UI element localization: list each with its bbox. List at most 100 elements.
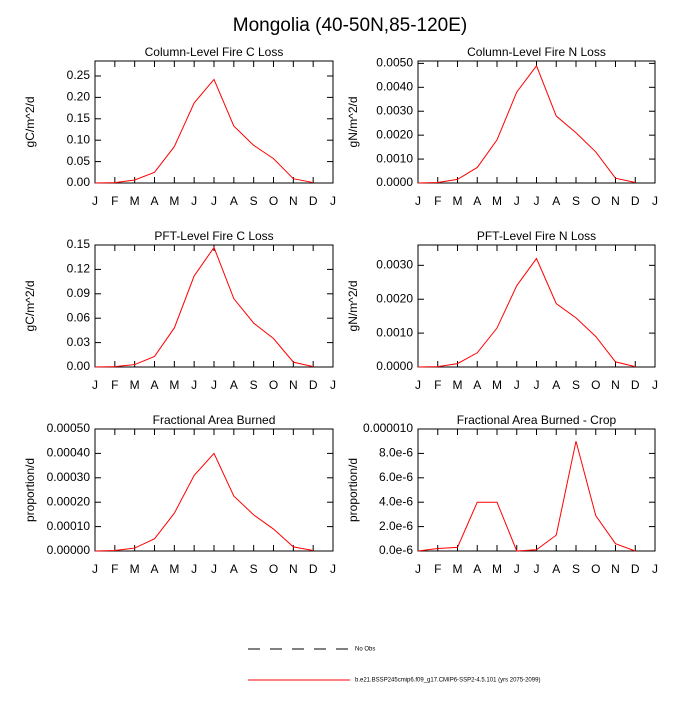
x-tick-label: J bbox=[191, 378, 197, 392]
x-tick-label: F bbox=[434, 562, 441, 576]
x-tick-label: A bbox=[150, 378, 158, 392]
x-tick-label: N bbox=[289, 378, 298, 392]
y-tick-label: 0.0050 bbox=[376, 56, 413, 70]
x-tick-label: J bbox=[191, 194, 197, 208]
plot-frame bbox=[94, 428, 334, 552]
y-tick-label: 0.0040 bbox=[376, 79, 413, 93]
x-tick-label: A bbox=[230, 194, 238, 208]
x-tick-label: M bbox=[453, 378, 463, 392]
x-tick-label: J bbox=[534, 562, 540, 576]
panel-title: Column-Level Fire N Loss bbox=[467, 45, 606, 59]
y-tick-label: 0.0e-6 bbox=[379, 543, 413, 557]
y-tick-label: 0.0000 bbox=[376, 175, 413, 189]
x-tick-label: A bbox=[473, 378, 481, 392]
panel-title: PFT-Level Fire C Loss bbox=[154, 229, 273, 243]
y-tick-label: 0.0030 bbox=[376, 103, 413, 117]
x-tick-label: S bbox=[250, 194, 258, 208]
x-tick-label: J bbox=[514, 562, 520, 576]
y-tick-label: 0.00010 bbox=[47, 519, 91, 533]
plot-frame bbox=[417, 244, 656, 368]
x-tick-label: J bbox=[92, 194, 98, 208]
y-tick-label: 0.10 bbox=[67, 132, 91, 146]
x-tick-label: A bbox=[473, 562, 481, 576]
x-tick-label: M bbox=[169, 562, 179, 576]
plot-frame bbox=[417, 60, 656, 184]
legend-label: b.e21.BSSP245cmip6.f09_g17.CMIP6-SSP2-4.… bbox=[355, 678, 540, 684]
y-tick-label: 0.12 bbox=[67, 262, 91, 276]
x-tick-label: J bbox=[514, 378, 520, 392]
x-tick-label: S bbox=[250, 378, 258, 392]
x-tick-label: J bbox=[211, 562, 217, 576]
y-axis-label: gC/m^2/d bbox=[23, 281, 37, 332]
legend-label: No Obs bbox=[355, 647, 375, 653]
x-tick-label: A bbox=[552, 378, 560, 392]
data-line bbox=[94, 246, 314, 368]
y-axis-label: gC/m^2/d bbox=[23, 97, 37, 148]
x-tick-label: J bbox=[330, 194, 336, 208]
panel-title: PFT-Level Fire N Loss bbox=[477, 229, 596, 243]
y-tick-label: 0.0020 bbox=[376, 291, 413, 305]
data-line bbox=[417, 257, 636, 368]
x-tick-label: A bbox=[552, 194, 560, 208]
x-tick-label: M bbox=[130, 562, 140, 576]
x-tick-label: F bbox=[111, 562, 118, 576]
x-tick-label: J bbox=[415, 562, 421, 576]
x-tick-label: N bbox=[611, 562, 620, 576]
x-tick-label: S bbox=[250, 562, 258, 576]
x-tick-label: A bbox=[230, 562, 238, 576]
y-axis-label: gN/m^2/d bbox=[346, 97, 360, 148]
x-tick-label: O bbox=[591, 562, 600, 576]
panel-title: Fractional Area Burned bbox=[153, 413, 276, 427]
x-tick-label: M bbox=[453, 194, 463, 208]
y-tick-label: 8.0e-6 bbox=[379, 446, 413, 460]
x-tick-label: J bbox=[652, 194, 658, 208]
x-tick-label: A bbox=[150, 194, 158, 208]
y-tick-label: 2.0e-6 bbox=[379, 519, 413, 533]
y-tick-label: 0.0010 bbox=[376, 151, 413, 165]
x-tick-label: O bbox=[591, 378, 600, 392]
x-tick-label: F bbox=[111, 194, 118, 208]
x-tick-label: D bbox=[631, 562, 640, 576]
x-tick-label: J bbox=[415, 194, 421, 208]
y-tick-label: 0.05 bbox=[67, 154, 91, 168]
x-tick-label: N bbox=[611, 194, 620, 208]
x-tick-label: M bbox=[130, 194, 140, 208]
y-tick-label: 0.20 bbox=[67, 90, 91, 104]
x-tick-label: O bbox=[269, 562, 278, 576]
x-tick-label: J bbox=[330, 378, 336, 392]
y-axis-label: proportion/d bbox=[23, 458, 37, 522]
x-tick-label: M bbox=[169, 378, 179, 392]
x-tick-label: J bbox=[652, 562, 658, 576]
x-tick-label: A bbox=[552, 562, 560, 576]
x-tick-label: J bbox=[652, 378, 658, 392]
x-tick-label: J bbox=[534, 194, 540, 208]
x-tick-label: M bbox=[492, 194, 502, 208]
panel-title: Fractional Area Burned - Crop bbox=[457, 413, 617, 427]
x-tick-label: O bbox=[591, 194, 600, 208]
y-tick-label: 0.25 bbox=[67, 68, 91, 82]
x-tick-label: D bbox=[309, 194, 318, 208]
figure-title: Mongolia (40-50N,85-120E) bbox=[233, 15, 467, 36]
y-tick-label: 0.06 bbox=[67, 310, 91, 324]
x-tick-label: N bbox=[289, 194, 298, 208]
x-tick-label: J bbox=[330, 562, 336, 576]
y-axis-label: proportion/d bbox=[346, 458, 360, 522]
x-tick-label: M bbox=[169, 194, 179, 208]
x-tick-label: F bbox=[434, 378, 441, 392]
y-tick-label: 0.00030 bbox=[47, 470, 91, 484]
x-tick-label: O bbox=[269, 194, 278, 208]
x-tick-label: J bbox=[211, 194, 217, 208]
x-tick-label: D bbox=[631, 194, 640, 208]
y-tick-label: 0.00050 bbox=[47, 421, 91, 435]
y-tick-label: 0.0010 bbox=[376, 325, 413, 339]
y-tick-label: 0.0030 bbox=[376, 258, 413, 272]
x-tick-label: J bbox=[514, 194, 520, 208]
x-tick-label: A bbox=[230, 378, 238, 392]
x-tick-label: F bbox=[111, 378, 118, 392]
y-tick-label: 0.00 bbox=[67, 359, 91, 373]
panel-title: Column-Level Fire C Loss bbox=[145, 45, 284, 59]
plot-frame bbox=[417, 428, 656, 552]
x-tick-label: N bbox=[289, 562, 298, 576]
data-line bbox=[417, 64, 636, 184]
